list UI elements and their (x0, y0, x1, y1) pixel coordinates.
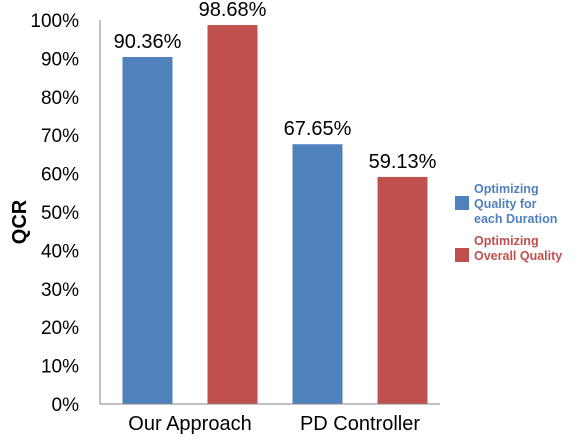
y-tick-label: 0% (52, 395, 80, 416)
legend-swatch (455, 196, 469, 210)
bar (292, 144, 343, 404)
y-tick-label: 60% (41, 165, 79, 186)
data-label: 67.65% (284, 118, 352, 140)
bar (122, 57, 173, 404)
y-tick-label: 30% (41, 280, 79, 301)
category-label: PD Controller (300, 413, 420, 435)
legend-entry: Optimizing Quality for each Duration (474, 182, 557, 226)
y-tick-label: 80% (41, 88, 79, 109)
y-axis-label: QCR (9, 199, 31, 244)
data-label: 90.36% (114, 31, 182, 53)
bar (207, 25, 258, 405)
data-label: 98.68% (199, 0, 267, 21)
y-tick-label: 40% (41, 241, 79, 262)
bar (377, 176, 428, 404)
y-tick-label: 100% (30, 11, 79, 32)
legend-swatch (455, 248, 469, 262)
category-label: Our Approach (128, 413, 251, 435)
data-label: 59.13% (369, 151, 437, 173)
y-tick-label: 50% (41, 203, 79, 224)
y-tick-labels: 0% 10% 20% 30% 40% 50% 60% 70% 80% 90% 100% (30, 11, 79, 416)
y-tick-label: 70% (41, 126, 79, 147)
y-tick-label: 20% (41, 318, 79, 339)
y-tick-label: 10% (41, 357, 79, 378)
legend-entry: Optimizing Overall Quality (474, 234, 562, 263)
legend: Optimizing Quality for each Duration Optimi… (455, 182, 562, 263)
data-labels: 90.36% 98.68% 67.65% 59.13% (114, 0, 437, 173)
y-tick-label: 90% (41, 49, 79, 70)
bars (122, 25, 428, 405)
category-labels: Our Approach PD Controller (128, 413, 420, 435)
